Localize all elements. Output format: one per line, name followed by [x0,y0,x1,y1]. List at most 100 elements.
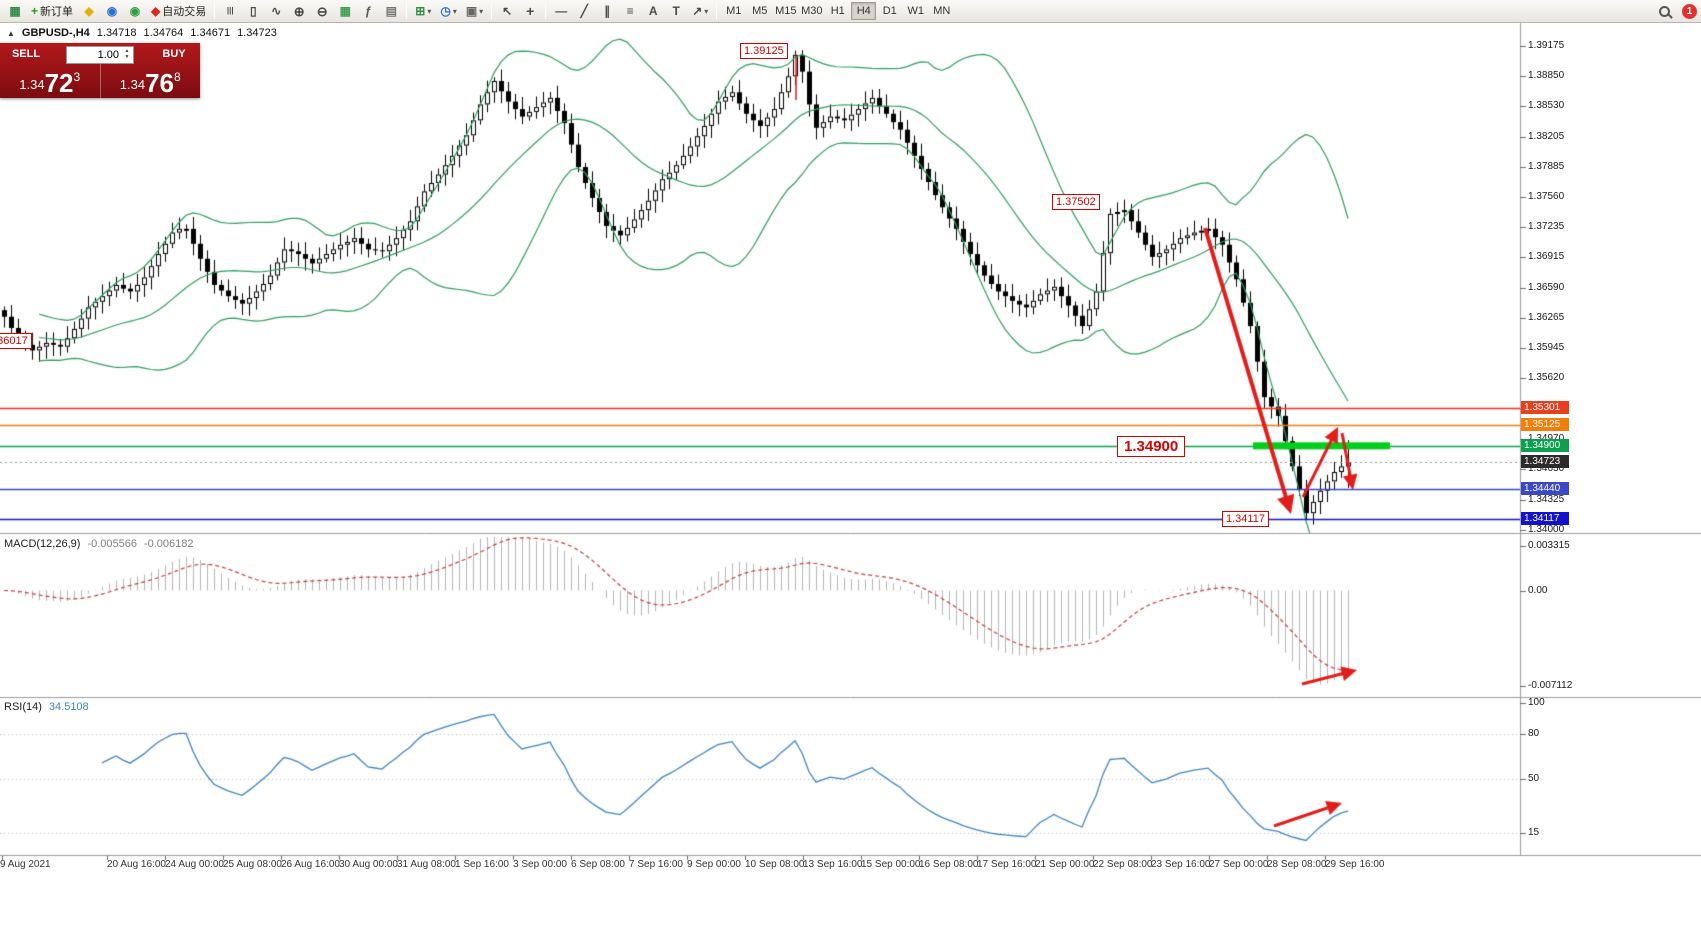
new-order-button[interactable]: + 新订单 [27,1,77,21]
timeframe-button-mn[interactable]: MN [933,5,951,17]
price-scale-tick: 1.35945 [1528,342,1565,354]
channel-button[interactable]: ∥ [596,1,618,21]
navigator-button[interactable]: ◉ [124,1,146,21]
horizontal-line-button[interactable]: — [550,1,572,21]
time-axis-label: 27 Sep 00:00 [1209,859,1269,870]
notification-badge[interactable]: 1 [1682,3,1697,19]
timeframe-button-m5[interactable]: M5 [752,5,768,17]
ohlc-header: ▲ GBPUSD-,H4 1.34718 1.34764 1.34671 1.3… [7,27,277,39]
sell-button[interactable]: SELL [11,47,41,60]
time-axis-label: 15 Sep 00:00 [861,859,921,870]
autotrading-icon: ◆ [151,4,161,18]
objects-list-button[interactable]: ▤ [380,1,402,21]
price-annotation[interactable]: 1.39125 [740,42,788,59]
bar-chart-mode-button[interactable]: ||| [219,1,241,21]
bid-price-button[interactable]: 1.34 72 3 [0,64,100,98]
timeframe-button-h1[interactable]: H1 [830,5,845,17]
price-scale-tick: 1.36590 [1528,281,1565,293]
line-chart-mode-button[interactable]: ∿ [265,1,287,21]
price-scale-tick: 1.38530 [1528,100,1565,112]
market-watch-button[interactable]: ◆ [78,1,100,21]
arrows-button[interactable]: ↗ ▾ [688,1,712,21]
zoom-out-button[interactable]: ⊖ [311,1,333,21]
timeframe-button-d1[interactable]: D1 [882,5,897,17]
timeframe-button-w1[interactable]: W1 [907,5,925,17]
macd-name: MACD(12,26,9) [4,538,81,550]
price-tag: 1.35125 [1521,417,1569,431]
timeframe-button-m30[interactable]: M30 [801,5,823,17]
price-annotation[interactable]: 1.34900 [1117,435,1186,457]
new-chart-button[interactable]: ▦ [4,1,26,21]
volume-stepper[interactable]: ▲ ▼ [122,46,132,62]
time-axis-label: 25 Aug 08:00 [223,859,282,870]
ohlc-low: 1.34671 [190,27,231,39]
price-scale-tick: 1.34000 [1528,524,1565,535]
quote-panel-expander-icon[interactable]: ▲ [7,28,15,38]
data-window-button[interactable]: ◉ [101,1,123,21]
ask-big-digits: 76 [145,68,175,98]
grid-button[interactable]: ▦ [334,1,356,21]
buy-button[interactable]: BUY [162,47,186,60]
text-button[interactable]: A [642,1,664,21]
autotrading-button[interactable]: ◆ 自动交易 [147,1,210,21]
price-scale-tick: 1.36915 [1528,251,1565,263]
search-magnifier-icon [1658,5,1670,17]
symbol-title: GBPUSD-,H4 [21,27,90,39]
price-scale-tick: 1.39175 [1528,39,1565,51]
timeframe-button-m15[interactable]: M15 [775,5,797,17]
time-axis-label: 28 Sep 08:00 [1267,859,1327,870]
time-axis[interactable]: 9 Aug 2021 20 Aug 16:00 24 Aug 00:00 25 Aug… [0,855,1520,877]
macd-indicator-label: MACD(12,26,9) -0.005566 -0.006182 [4,538,194,550]
ask-price-button[interactable]: 1.34 76 8 [99,64,201,98]
templates-button[interactable]: ▣ ▾ [462,1,487,21]
time-axis-label: 20 Aug 16:00 [107,859,166,870]
price-annotation[interactable]: 1.36017 [0,333,32,350]
dropdown-caret-icon: ▾ [427,6,432,16]
function-icon: ƒ [364,4,372,18]
toolbar-items: ▦ + 新订单 ◆ ◉ ◉ ◆ 自动交易 ||| ▯ ∿ ⊕ ⊖ ▦ ƒ ▤ ⊞ ▾ ◷ ▾ ▣ ▾ ↖ + — ╱ ∥ ≡ A T ↗ ▾ [4,1,720,21]
toolbar-separator [214,3,216,19]
price-scale-tick: 1.37560 [1528,191,1565,202]
indicators-button[interactable]: ƒ [357,1,379,21]
price-tag: 1.34117 [1521,512,1569,526]
globe-icon: ◉ [106,4,118,18]
profiles-button[interactable]: ⊞ ▾ [411,1,435,21]
price-annotation[interactable]: 1.37502 [1052,194,1100,211]
toolbar-separator [545,3,547,19]
quote-panel-prices: 1.34 72 3 1.34 76 8 [0,64,200,98]
time-axis-label: 30 Aug 00:00 [339,859,398,870]
zoom-in-icon: ⊕ [293,3,305,19]
trendline-button[interactable]: ╱ [573,1,595,21]
plus-icon: + [31,4,39,18]
dropdown-caret-icon: ▾ [479,6,484,16]
timeframe-button-h4[interactable]: H4 [851,2,877,20]
cursor-icon: ↖ [502,4,513,18]
rsi-scale-tick: 80 [1528,727,1540,739]
macd-scale-tick: 0.00 [1528,584,1548,596]
search-button[interactable] [1653,1,1675,21]
ohlc-high: 1.34764 [143,27,184,39]
volume-field: ▲▼ [66,45,134,64]
label-button[interactable]: T [665,1,687,21]
price-scale-tick: 1.34970 [1528,433,1564,444]
toolbar: ▦ + 新订单 ◆ ◉ ◉ ◆ 自动交易 ||| ▯ ∿ ⊕ ⊖ ▦ ƒ ▤ ⊞ ▾ ◷ ▾ ▣ ▾ ↖ + — ╱ ∥ ≡ A T ↗ ▾ … [0,0,1701,23]
price-scale-tick: 1.37235 [1528,221,1565,233]
time-axis-label: 23 Sep 16:00 [1151,859,1211,870]
timeframe-button-m1[interactable]: M1 [726,5,742,17]
zoom-in-button[interactable]: ⊕ [288,1,310,21]
time-axis-label: 3 Sep 00:00 [513,859,567,870]
period-selector-button[interactable]: ◷ ▾ [436,1,461,21]
template-icon: ▣ [465,4,478,18]
ask-pip-digit: 8 [174,70,181,84]
stepper-up-icon: ▲ [124,47,130,54]
cursor-button[interactable]: ↖ [496,1,518,21]
time-axis-label: 26 Aug 16:00 [281,859,340,870]
price-annotation[interactable]: 1.34117 [1222,511,1269,528]
price-scale[interactable]: 1.39175 1.38850 1.38530 1.38205 1.37885 1.375… [1520,23,1701,855]
crosshair-button[interactable]: + [519,1,541,21]
one-click-trading-panel: SELL ▲▼ BUY 1.34 72 3 1.34 76 8 [0,43,200,98]
fibonacci-button[interactable]: ≡ [619,1,641,21]
candlestick-mode-button[interactable]: ▯ [242,1,264,21]
volume-input[interactable] [66,45,134,64]
